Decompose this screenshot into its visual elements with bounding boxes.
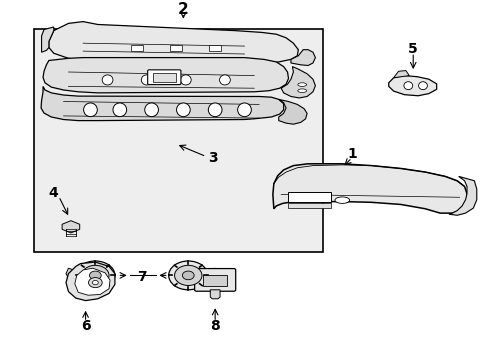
Ellipse shape	[102, 75, 113, 85]
Polygon shape	[49, 22, 298, 63]
Polygon shape	[41, 27, 54, 52]
Polygon shape	[206, 268, 217, 281]
Ellipse shape	[297, 83, 306, 86]
Polygon shape	[43, 58, 288, 93]
Text: 1: 1	[346, 147, 356, 161]
Ellipse shape	[418, 82, 427, 90]
Ellipse shape	[141, 75, 152, 85]
Circle shape	[168, 261, 207, 290]
Ellipse shape	[144, 103, 158, 117]
Polygon shape	[62, 221, 80, 233]
Circle shape	[89, 271, 101, 280]
Circle shape	[81, 265, 109, 285]
Polygon shape	[448, 176, 476, 215]
Circle shape	[76, 261, 115, 290]
Circle shape	[88, 278, 102, 288]
Text: 3: 3	[207, 152, 217, 165]
Text: 7: 7	[137, 270, 146, 284]
Polygon shape	[393, 71, 408, 78]
Bar	[287, 203, 330, 208]
Ellipse shape	[180, 75, 191, 85]
Circle shape	[92, 280, 98, 285]
Text: 4: 4	[48, 186, 58, 199]
Ellipse shape	[176, 103, 190, 117]
Text: 6: 6	[81, 319, 90, 333]
Polygon shape	[41, 86, 283, 121]
Text: 8: 8	[210, 319, 220, 333]
Polygon shape	[281, 67, 315, 98]
Circle shape	[174, 265, 202, 285]
Text: 5: 5	[407, 42, 417, 55]
Polygon shape	[75, 268, 110, 295]
FancyBboxPatch shape	[147, 70, 181, 85]
Ellipse shape	[219, 75, 230, 85]
FancyBboxPatch shape	[131, 45, 142, 51]
FancyBboxPatch shape	[194, 269, 235, 291]
Bar	[203, 275, 226, 286]
Ellipse shape	[208, 103, 222, 117]
Ellipse shape	[403, 82, 412, 90]
Polygon shape	[388, 76, 436, 96]
Text: 2: 2	[178, 1, 188, 17]
FancyBboxPatch shape	[209, 45, 221, 51]
Ellipse shape	[113, 103, 126, 117]
Bar	[34, 29, 322, 252]
Polygon shape	[290, 50, 315, 66]
Polygon shape	[272, 164, 466, 213]
Polygon shape	[278, 99, 306, 124]
FancyBboxPatch shape	[170, 45, 182, 51]
Polygon shape	[66, 268, 77, 281]
Polygon shape	[210, 290, 220, 299]
Polygon shape	[66, 262, 115, 301]
Bar	[152, 73, 176, 82]
Ellipse shape	[297, 89, 306, 93]
Ellipse shape	[83, 103, 97, 117]
Ellipse shape	[334, 197, 349, 203]
Circle shape	[182, 271, 194, 280]
Ellipse shape	[237, 103, 251, 117]
Bar	[287, 192, 330, 202]
